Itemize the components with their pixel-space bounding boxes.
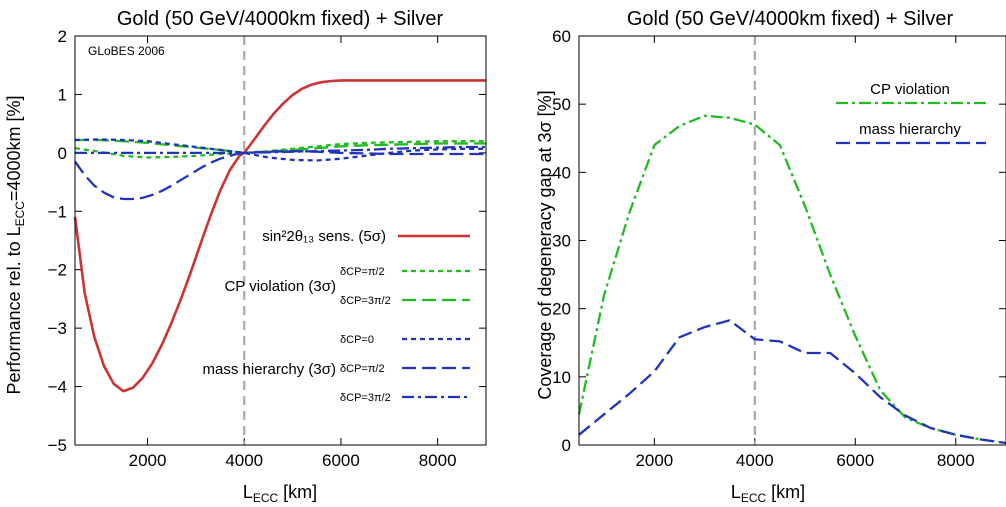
legend-mass-hierarchy-label: mass hierarchy: [859, 121, 961, 138]
left-x-axis-label-sub: ECC: [253, 491, 279, 502]
r-series-line-0: [579, 116, 1006, 443]
right-chart-title: Gold (50 GeV/4000km fixed) + Silver: [627, 8, 954, 30]
left-y-tick-labels: −5 −4 −3 −2 −1 0 1 2: [48, 27, 67, 455]
x-tick-label: 8000: [419, 451, 457, 470]
x-tick-label: 4000: [736, 451, 774, 470]
left-watermark: GLoBES 2006: [88, 44, 165, 58]
legend-mh-pi2-label: δCP=π/2: [340, 363, 385, 375]
left-x-axis-label-main: L: [243, 482, 253, 502]
y-tick-label: −2: [48, 261, 67, 280]
x-tick-label: 6000: [836, 451, 874, 470]
legend-cp-label: CP violation (3σ): [224, 278, 336, 295]
y-tick-label: 0: [58, 144, 67, 163]
right-chart: Gold (50 GeV/4000km fixed) + Silver 2000…: [535, 8, 1006, 502]
right-x-axis-label-unit: [km]: [771, 482, 805, 502]
legend-cp-pi2-label: δCP=π/2: [340, 266, 385, 278]
legend-mh-3pi2-label: δCP=3π/2: [340, 392, 391, 404]
y-tick-label: 1: [58, 85, 67, 104]
left-chart-title: Gold (50 GeV/4000km fixed) + Silver: [117, 8, 444, 30]
left-x-tick-labels: 2000 4000 6000 8000: [129, 451, 457, 470]
right-x-axis-label: LECC [km]: [731, 482, 805, 502]
left-legend: sin²2θ₁₃ sens. (5σ) CP violation (3σ) δC…: [203, 228, 470, 404]
legend-cp-violation-label: CP violation: [870, 81, 950, 98]
left-x-axis-label: LECC [km]: [243, 482, 317, 502]
right-x-axis-label-sub: ECC: [741, 491, 767, 502]
left-y-axis-label-pre: Performance rel. to L: [4, 226, 24, 394]
y-tick-label: −3: [48, 319, 67, 338]
left-y-axis-label: Performance rel. to LECC=4000km [%]: [4, 96, 27, 395]
left-chart: Gold (50 GeV/4000km fixed) + Silver 2000…: [4, 8, 486, 502]
right-y-axis-label: Coverage of degeneracy gap at 3σ [%]: [535, 90, 555, 399]
left-x-axis-label-unit: [km]: [283, 482, 317, 502]
right-legend: CP violation mass hierarchy: [836, 81, 986, 143]
right-x-tick-labels: 2000 4000 6000 8000: [635, 451, 974, 470]
y-tick-label: 2: [58, 27, 67, 46]
right-series-group: [579, 116, 1006, 443]
legend-theta13-label: sin²2θ₁₃ sens. (5σ): [262, 228, 386, 245]
legend-mh-0-label: δCP=0: [340, 334, 374, 346]
y-tick-label: 0: [562, 436, 571, 455]
x-tick-label: 4000: [225, 451, 263, 470]
left-y-axis-label-sub: ECC: [13, 201, 27, 227]
right-x-axis-label-main: L: [731, 482, 741, 502]
legend-cp-3pi2-label: δCP=3π/2: [340, 295, 391, 307]
r-series-line-1: [579, 320, 1006, 443]
y-tick-label: −4: [48, 378, 67, 397]
legend-mh-label: mass hierarchy (3σ): [203, 361, 336, 378]
x-tick-label: 2000: [129, 451, 167, 470]
y-tick-label: 60: [552, 27, 571, 46]
y-tick-label: −5: [48, 436, 67, 455]
x-tick-label: 6000: [322, 451, 360, 470]
x-tick-label: 8000: [937, 451, 975, 470]
x-tick-label: 2000: [635, 451, 673, 470]
l-series-line-4: [75, 151, 486, 199]
y-tick-label: −1: [48, 202, 67, 221]
left-y-axis-label-post: =4000km [%]: [4, 96, 24, 202]
